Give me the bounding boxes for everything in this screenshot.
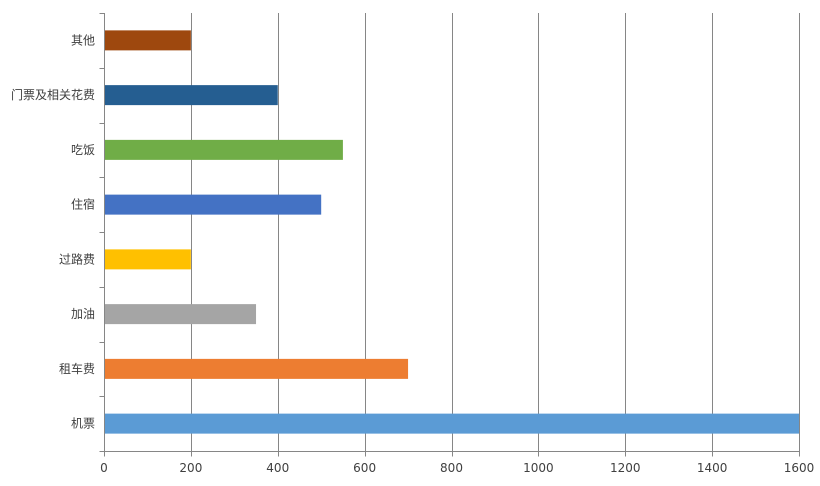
- category-label: 吃饭: [71, 143, 95, 157]
- x-tick-label: 800: [440, 461, 463, 475]
- bar: [105, 358, 409, 379]
- bar: [105, 30, 191, 51]
- x-tick-label: 400: [266, 461, 289, 475]
- category-label: 门票及相关花费: [11, 87, 95, 102]
- x-tick-label: 600: [353, 461, 376, 475]
- category-label: 过路费: [59, 251, 95, 266]
- x-tick-label: 1000: [523, 461, 554, 475]
- bar: [105, 249, 191, 270]
- bar: [105, 304, 257, 325]
- category-label: 其他: [71, 33, 95, 47]
- category-label: 机票: [71, 417, 95, 431]
- x-tick-label: 0: [100, 461, 108, 475]
- category-label: 住宿: [71, 197, 95, 212]
- x-tick-label: 1400: [697, 461, 728, 475]
- x-tick-label: 200: [179, 461, 202, 475]
- axes: [99, 13, 800, 457]
- category-label: 租车费: [59, 361, 95, 376]
- bar: [105, 413, 799, 434]
- gridlines: [191, 13, 800, 451]
- bar: [105, 85, 278, 106]
- bar: [105, 139, 343, 160]
- x-tick-labels: 0 200 400 600 800 1000 1200 1400 1600: [100, 461, 814, 475]
- x-tick-label: 1600: [784, 461, 815, 475]
- bars: [105, 30, 799, 434]
- category-label: 加油: [71, 307, 95, 321]
- x-tick-label: 1200: [610, 461, 641, 475]
- bar: [105, 194, 322, 215]
